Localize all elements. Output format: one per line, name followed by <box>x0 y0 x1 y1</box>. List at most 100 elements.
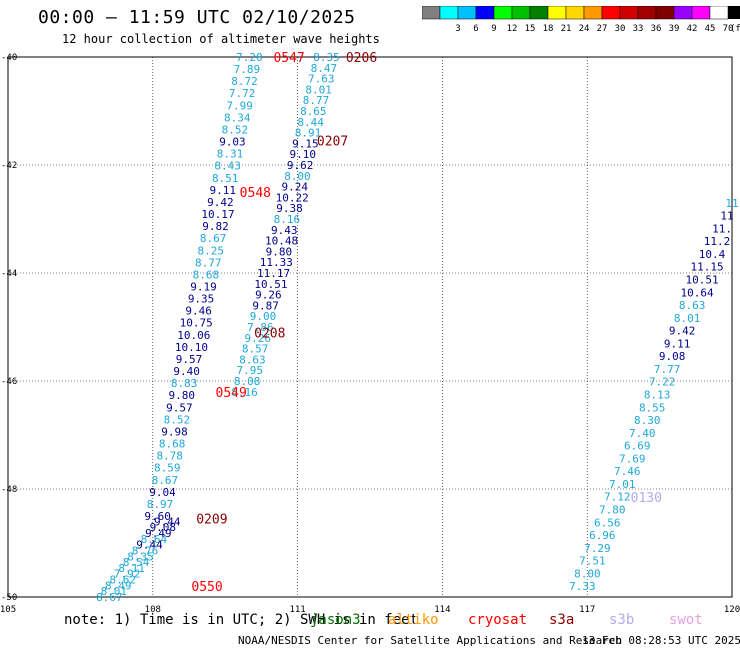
longitude-tick-label: 108 <box>145 605 161 615</box>
wave-height-value: 8.52 <box>222 123 249 136</box>
pass-time-label: 0206 <box>346 51 377 66</box>
wave-height-value: 9.15 <box>292 137 319 150</box>
footer-credit: NOAA/NESDIS Center for Satellite Applica… <box>238 634 623 647</box>
wave-height-value: 8.67 <box>152 474 179 487</box>
wave-height-value: 7.69 <box>619 452 646 465</box>
latitude-tick-label: -44 <box>1 269 17 279</box>
legend-altiko: altiko <box>388 612 439 628</box>
wave-height-value: 8.97 <box>147 498 174 511</box>
wave-height-value: 9.80 <box>266 245 293 258</box>
wave-height-value: 8.52 <box>164 413 191 426</box>
wave-height-value: 7.33 <box>569 580 596 593</box>
wave-height-value: 10.06 <box>177 329 210 342</box>
wave-height-value: 9.87 <box>252 299 279 312</box>
wave-height-value: 8.34 <box>224 111 251 124</box>
wave-height-value: 8.01 <box>101 585 128 598</box>
wave-height-value: 7.01 <box>609 478 636 491</box>
colorbar-tick-label: 24 <box>579 24 590 34</box>
wave-height-value: 10.51 <box>686 273 719 286</box>
map-title: 00:00 – 11:59 UTC 02/10/2025 <box>38 7 356 28</box>
pass-time-label: 0207 <box>317 135 348 150</box>
colorbar-tick-label: 42 <box>687 24 698 34</box>
wave-height-value: 9.46 <box>185 305 212 318</box>
wave-height-value: 11.15 <box>690 261 723 274</box>
latitude-tick-label: -46 <box>1 377 17 387</box>
wave-height-value: 8.78 <box>156 450 183 463</box>
wave-height-value: 11.33 <box>260 256 293 269</box>
pass-time-label: 0209 <box>196 513 227 528</box>
wave-height-value: 7.46 <box>614 465 641 478</box>
colorbar-tick-label: 3 <box>455 24 460 34</box>
wave-height-value: 8.13 <box>644 389 671 402</box>
wave-height-value: 7.12 <box>604 491 631 504</box>
colorbar-tick-label: 39 <box>669 24 680 34</box>
pass-time-label: 0550 <box>191 580 222 595</box>
wave-height-value: 7.89 <box>234 63 261 76</box>
wave-height-value: 7.86 <box>247 321 274 334</box>
wave-height-value: 9.57 <box>176 353 203 366</box>
wave-height-value: 11 <box>720 210 733 223</box>
pass-time-label: 0208 <box>254 326 285 341</box>
footer-timestamp: 13 Feb 08:28:53 UTC 2025 <box>582 634 740 647</box>
colorbar-tick-label: 18 <box>543 24 554 34</box>
wave-height-value: 9.42 <box>669 325 696 338</box>
wave-height-value: 6.56 <box>594 516 621 529</box>
wave-height-value: 7.95 <box>237 364 264 377</box>
wave-height-value: 8.59 <box>154 462 181 475</box>
wave-height-value: 7.63 <box>308 73 335 86</box>
colorbar-tick-label: 9 <box>491 24 496 34</box>
colorbar-tick-label: 70 <box>723 24 734 34</box>
wave-height-value: 7.72 <box>229 87 256 100</box>
latitude-tick-label: -40 <box>1 53 17 63</box>
wave-height-value: 7.80 <box>599 504 626 517</box>
wave-height-value: 9.49 <box>145 527 172 540</box>
colorbar-tick-label: 45 <box>705 24 716 34</box>
wave-height-value: 9.08 <box>659 350 686 363</box>
wave-height-value: 10.75 <box>180 317 213 330</box>
wave-height-value: 8.00 <box>574 567 601 580</box>
pass-time-label: 0548 <box>240 186 271 201</box>
wave-height-value: 8.35 <box>127 550 154 563</box>
wave-height-value: 9.42 <box>207 196 234 209</box>
wave-height-value: 8.65 <box>300 105 327 118</box>
wave-height-value: 8.64 <box>141 533 168 546</box>
wave-height-value: 8.54 <box>123 556 150 569</box>
wave-height-value: 7.92 <box>114 568 141 581</box>
colorbar-swatch <box>728 6 740 19</box>
wave-height-value: 8.76 <box>132 544 159 557</box>
wave-height-value: 11 <box>725 197 738 210</box>
legend-swot: swot <box>669 612 703 628</box>
colorbar-tick-label: 15 <box>525 24 536 34</box>
wave-height-value: 9.11 <box>210 184 237 197</box>
wave-height-value: 8.25 <box>197 244 224 257</box>
longitude-tick-label: 111 <box>289 605 305 615</box>
wave-height-value: 11.17 <box>257 267 290 280</box>
latitude-tick-label: -42 <box>1 161 17 171</box>
wave-height-value: 9.26 <box>255 289 282 302</box>
longitude-tick-label: 114 <box>434 605 450 615</box>
wave-height-map: 105 108 111 114 117 120 -40 -42 -44 -46 -48 -50 7.20… <box>0 51 740 615</box>
wave-height-value: 9.44 <box>136 539 163 552</box>
colorbar-tick-label: 30 <box>615 24 626 34</box>
wave-height-value: 7.51 <box>579 555 606 568</box>
wave-height-value: 9.11 <box>664 337 691 350</box>
pass-time-label: 0130 <box>631 491 662 506</box>
wave-height-value: 8.31 <box>217 148 244 161</box>
wave-height-value: 6.69 <box>624 440 651 453</box>
wave-height-value: 10.48 <box>265 235 298 248</box>
wave-height-value: 8.72 <box>231 75 258 88</box>
colorbar-tick-label: 33 <box>633 24 644 34</box>
wave-height-value: 8.47 <box>311 62 338 75</box>
legend-note: note: 1) Time is in UTC; 2) SWH is in fe… <box>64 612 419 628</box>
wave-height-value: 8.83 <box>171 377 198 390</box>
wave-height-value: 8.68 <box>159 438 186 451</box>
wave-height-value: 7.77 <box>654 363 681 376</box>
wave-height-value: 9.10 <box>289 148 316 161</box>
wave-height-value: 8.35 <box>313 51 340 64</box>
wave-height-value: 8.77 <box>303 94 330 107</box>
wave-height-value: 10.4 <box>699 248 726 261</box>
wave-height-value: 9.26 <box>244 332 271 345</box>
wave-height-value: 8.08 <box>234 375 261 388</box>
wave-height-value: 9.98 <box>161 425 188 438</box>
